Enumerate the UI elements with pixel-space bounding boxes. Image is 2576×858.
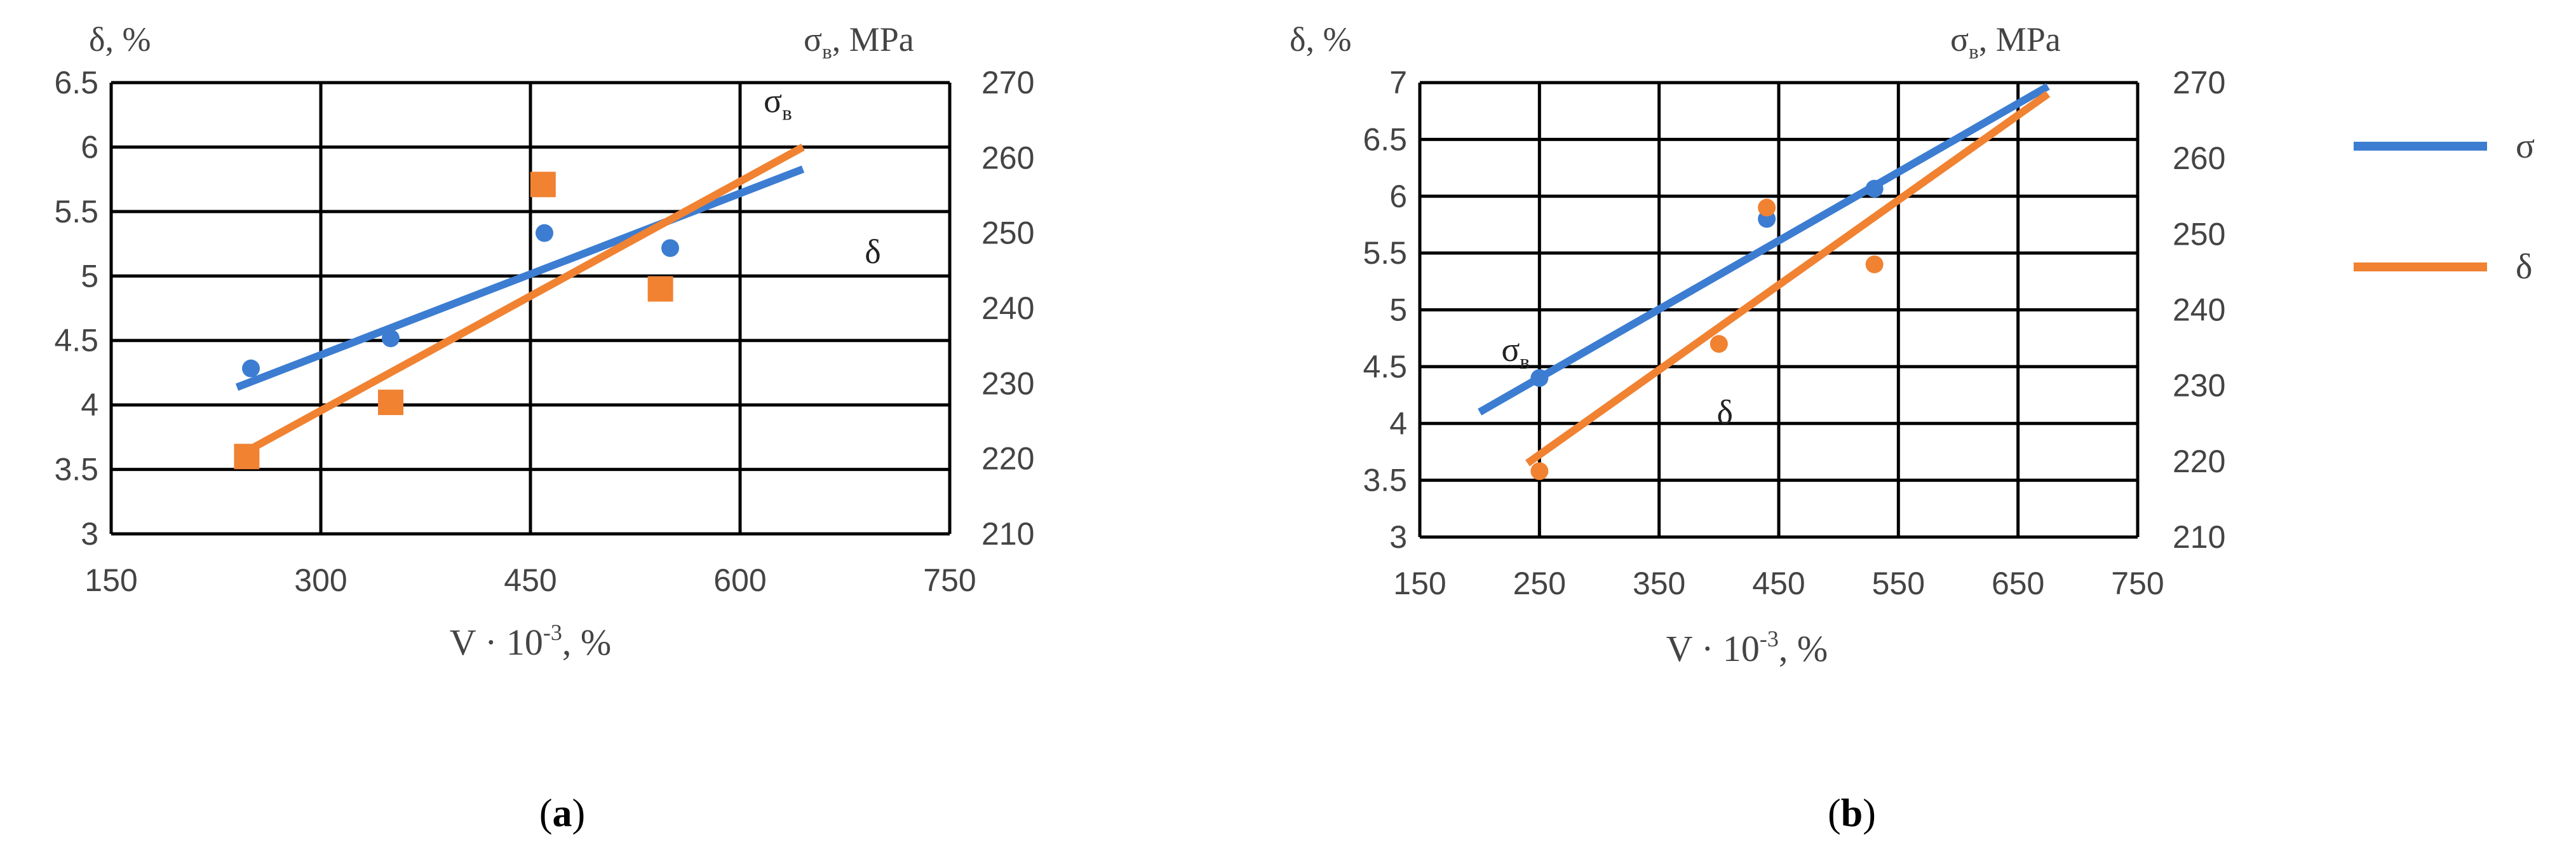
y-left-tick-label: 5 <box>81 258 98 294</box>
y-right-tick-label: 230 <box>2173 368 2225 404</box>
y-right-tick-label: 210 <box>2173 519 2225 555</box>
y-left-tick-label: 7 <box>1389 65 1407 100</box>
y-left-tick-label: 6.5 <box>1363 121 1407 157</box>
legend-label: δ <box>2516 247 2532 287</box>
x-tick-label: 750 <box>923 562 976 598</box>
legend-label: σ <box>2516 126 2535 166</box>
x-tick-label: 450 <box>504 562 556 598</box>
annotation-label: δ <box>1717 393 1733 431</box>
y-left-tick-label: 3.5 <box>1363 463 1407 498</box>
panel-caption: (a) <box>539 792 585 835</box>
annotation-label: δ <box>865 233 880 271</box>
x-tick-label: 350 <box>1633 566 1685 601</box>
data-point-sigma <box>536 224 553 242</box>
data-point-sigma <box>242 359 260 378</box>
y-left-tick-label: 4 <box>1389 405 1407 441</box>
data-point-sigma <box>1865 179 1884 198</box>
y-left-tick-label: 6 <box>1389 179 1407 214</box>
data-point-delta <box>1865 255 1884 273</box>
y-left-tick-label: 6.5 <box>54 65 98 100</box>
y-right-tick-label: 260 <box>981 140 1034 175</box>
panel-caption: (b) <box>1828 792 1876 835</box>
plot-grid <box>1418 81 2140 539</box>
x-tick-label: 250 <box>1513 566 1566 601</box>
y-right-tick-label: 240 <box>2173 292 2225 328</box>
data-point-delta <box>647 276 673 302</box>
y-right-tick-label: 260 <box>2173 140 2225 176</box>
y-left-tick-label: 3.5 <box>54 452 98 487</box>
data-point-delta <box>1709 335 1728 353</box>
x-tick-label: 300 <box>294 562 347 598</box>
y-right-tick-label: 250 <box>981 215 1034 251</box>
x-axis-label: V · 10-3, % <box>1666 626 1828 669</box>
annotation-label: σв <box>1501 330 1530 374</box>
data-point-sigma <box>382 329 400 348</box>
y-right-tick-label: 220 <box>2173 444 2225 479</box>
x-tick-label: 650 <box>1992 566 2044 601</box>
data-point-delta <box>1758 198 1776 217</box>
data-point-delta <box>1530 462 1549 480</box>
chart-panel-b: 3 3.5 4 4.5 5 5.5 6 6.5 7 210 220 230 240 250 260 270 15… <box>1290 20 2225 835</box>
data-point-sigma <box>661 239 679 257</box>
y-left-tick-label: 5 <box>1389 292 1407 328</box>
y-left-tick-label: 6 <box>81 129 98 165</box>
trendline-sigma <box>1478 83 2050 416</box>
y-left-tick-label: 5.5 <box>1363 235 1407 271</box>
y-left-tick-label: 3 <box>1389 519 1407 555</box>
y-left-tick-label: 4.5 <box>54 323 98 358</box>
data-point-delta <box>530 172 556 198</box>
trendline-sigma <box>235 165 805 391</box>
data-point-delta <box>378 390 403 416</box>
y-right-axis-label: σв, MPa <box>804 20 914 64</box>
y-left-tick-label: 4 <box>81 387 98 423</box>
y-right-axis-label: σв, MPa <box>1950 20 2061 64</box>
y-left-tick-label: 4.5 <box>1363 349 1407 385</box>
y-right-tick-label: 240 <box>981 290 1034 326</box>
data-point-sigma <box>1530 369 1549 387</box>
annotation-label: σв <box>764 82 792 125</box>
trendline-delta <box>1525 90 2051 466</box>
trendline-delta <box>235 144 805 460</box>
y-right-tick-label: 230 <box>981 365 1034 401</box>
x-tick-label: 150 <box>84 562 137 598</box>
legend: σδ <box>2354 126 2535 287</box>
y-right-tick-label: 270 <box>981 65 1034 100</box>
y-left-tick-label: 3 <box>81 516 98 552</box>
y-right-tick-label: 250 <box>2173 216 2225 252</box>
y-right-tick-label: 270 <box>2173 65 2225 100</box>
x-axis-label: V · 10-3, % <box>450 620 611 663</box>
y-right-tick-label: 220 <box>981 441 1034 477</box>
y-left-axis-label: δ, % <box>89 20 151 58</box>
x-tick-label: 600 <box>713 562 766 598</box>
data-point-delta <box>234 444 260 470</box>
y-left-tick-label: 5.5 <box>54 194 98 229</box>
x-tick-label: 550 <box>1872 566 1925 601</box>
y-left-axis-label: δ, % <box>1290 20 1351 58</box>
x-tick-label: 750 <box>2111 566 2164 601</box>
y-right-tick-label: 210 <box>981 516 1034 552</box>
x-tick-label: 450 <box>1752 566 1805 601</box>
x-tick-label: 150 <box>1393 566 1446 601</box>
chart-panel-a: 3 3.5 4 4.5 5 5.5 6 6.5 210 220 230 240 250 260 270 150… <box>54 20 1034 835</box>
